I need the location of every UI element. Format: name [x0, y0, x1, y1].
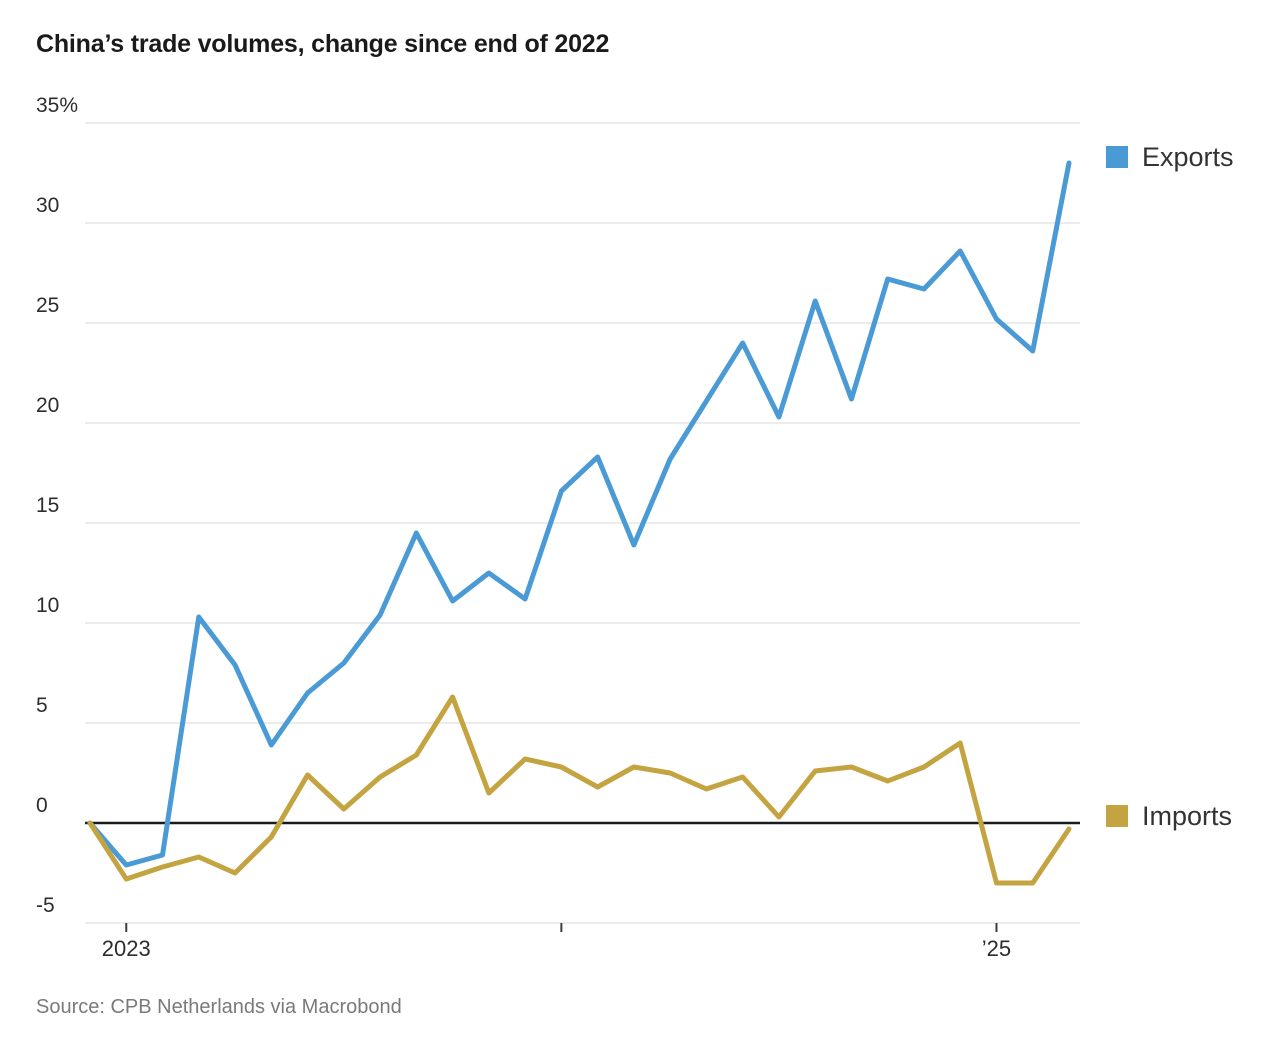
y-axis-label-25: 25	[36, 294, 60, 317]
exports-swatch-icon	[1106, 146, 1128, 168]
y-axis-label--5: -5	[36, 894, 55, 917]
x-axis-label: ’25	[981, 936, 1012, 961]
y-axis-label-0: 0	[36, 794, 48, 817]
source-note: Source: CPB Netherlands via Macrobond	[36, 996, 402, 1018]
x-axis-label: 2023	[101, 936, 151, 961]
y-axis-label-15: 15	[36, 494, 60, 517]
imports-line	[87, 694, 1072, 886]
legend-imports: Imports	[1106, 802, 1232, 830]
legend-exports: Exports	[1106, 143, 1234, 171]
y-axis-label-20: 20	[36, 394, 60, 417]
legend-exports-label: Exports	[1142, 142, 1234, 172]
legend-imports-label: Imports	[1142, 801, 1233, 831]
y-axis-label-35: 35%	[36, 94, 79, 117]
y-axis-label-10: 10	[36, 594, 60, 617]
y-axis-label-5: 5	[36, 694, 48, 717]
chart-title: China’s trade volumes, change since end …	[36, 30, 610, 58]
exports-line	[87, 160, 1072, 868]
imports-swatch-icon	[1106, 805, 1128, 827]
y-axis-label-30: 30	[36, 194, 60, 217]
